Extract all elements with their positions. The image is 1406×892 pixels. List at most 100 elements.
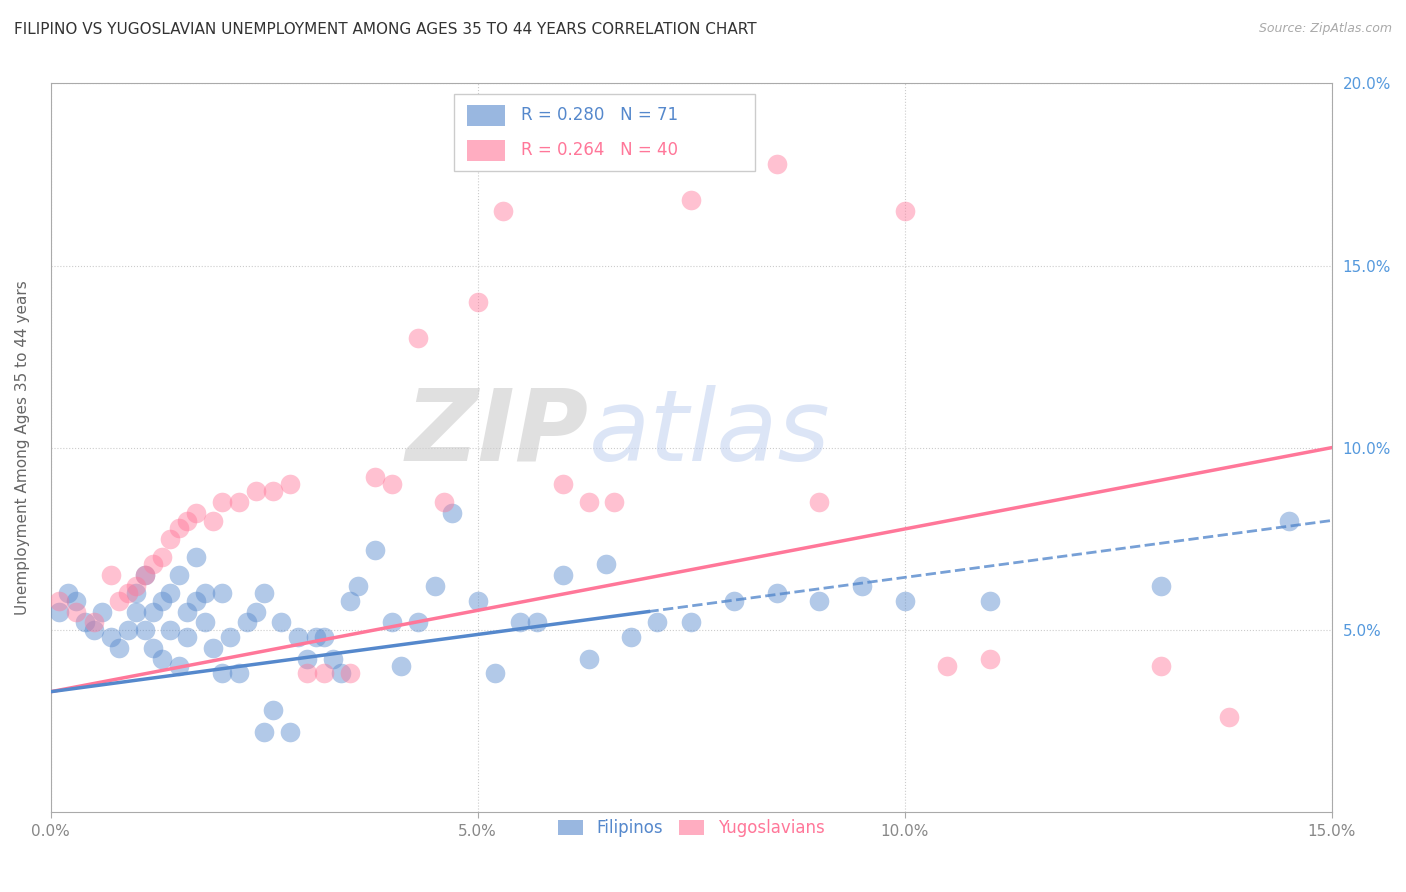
Point [484,666,506,681]
Point [278,477,301,491]
Point [578,495,600,509]
Point [893,203,915,218]
Point [270,615,292,630]
Point [48,593,70,607]
Point [142,605,165,619]
Point [134,568,156,582]
Point [681,193,703,207]
Point [150,593,173,607]
Point [184,549,207,564]
Point [167,659,190,673]
Point [295,652,318,666]
Point [125,605,148,619]
Point [765,156,787,170]
Point [278,724,301,739]
Point [441,506,464,520]
Point [603,495,626,509]
Point [184,593,207,607]
Point [202,640,225,655]
Text: Source: ZipAtlas.com: Source: ZipAtlas.com [1258,22,1392,36]
Point [65,605,87,619]
Point [893,593,915,607]
Point [193,615,215,630]
Point [159,532,181,546]
Point [159,586,181,600]
Point [1278,514,1301,528]
Point [134,623,156,637]
Point [467,593,489,607]
Point [73,615,96,630]
Point [100,568,122,582]
Point [304,630,326,644]
Point [492,203,515,218]
Point [509,615,531,630]
Point [262,703,284,717]
Point [176,605,198,619]
Point [645,615,668,630]
Point [117,623,139,637]
Point [176,630,198,644]
Point [723,593,745,607]
Point [979,652,1001,666]
Point [620,630,643,644]
Point [100,630,122,644]
Point [125,579,148,593]
Point [48,605,70,619]
Point [108,593,131,607]
Point [142,640,165,655]
Point [56,586,79,600]
Point [312,666,335,681]
Point [253,724,276,739]
Point [339,593,361,607]
Point [125,586,148,600]
Point [176,514,198,528]
FancyBboxPatch shape [454,95,755,171]
Point [167,521,190,535]
Point [936,659,959,673]
Point [211,495,233,509]
Point [765,586,787,600]
Point [83,623,105,637]
Point [979,593,1001,607]
Text: ZIP: ZIP [406,384,589,482]
Text: FILIPINO VS YUGOSLAVIAN UNEMPLOYMENT AMONG AGES 35 TO 44 YEARS CORRELATION CHART: FILIPINO VS YUGOSLAVIAN UNEMPLOYMENT AMO… [14,22,756,37]
Point [245,484,267,499]
Point [65,593,87,607]
Point [526,615,548,630]
Y-axis label: Unemployment Among Ages 35 to 44 years: Unemployment Among Ages 35 to 44 years [15,280,30,615]
Point [347,579,370,593]
Point [389,659,412,673]
Point [322,652,344,666]
Point [553,568,575,582]
Point [134,568,156,582]
Point [381,477,404,491]
Point [228,666,250,681]
Point [245,605,267,619]
Point [193,586,215,600]
Point [211,586,233,600]
Point [339,666,361,681]
Point [1150,579,1173,593]
Point [381,615,404,630]
Point [219,630,242,644]
Point [159,623,181,637]
Point [681,615,703,630]
Point [808,593,831,607]
Text: R = 0.264   N = 40: R = 0.264 N = 40 [520,141,678,159]
Point [83,615,105,630]
Point [808,495,831,509]
Point [1150,659,1173,673]
Text: R = 0.280   N = 71: R = 0.280 N = 71 [520,106,678,124]
Point [236,615,259,630]
Point [295,666,318,681]
Point [150,652,173,666]
Point [253,586,276,600]
Point [287,630,309,644]
Point [851,579,873,593]
FancyBboxPatch shape [467,140,506,161]
Point [467,295,489,310]
FancyBboxPatch shape [467,105,506,126]
Point [364,542,387,557]
Point [432,495,454,509]
Text: atlas: atlas [589,384,831,482]
